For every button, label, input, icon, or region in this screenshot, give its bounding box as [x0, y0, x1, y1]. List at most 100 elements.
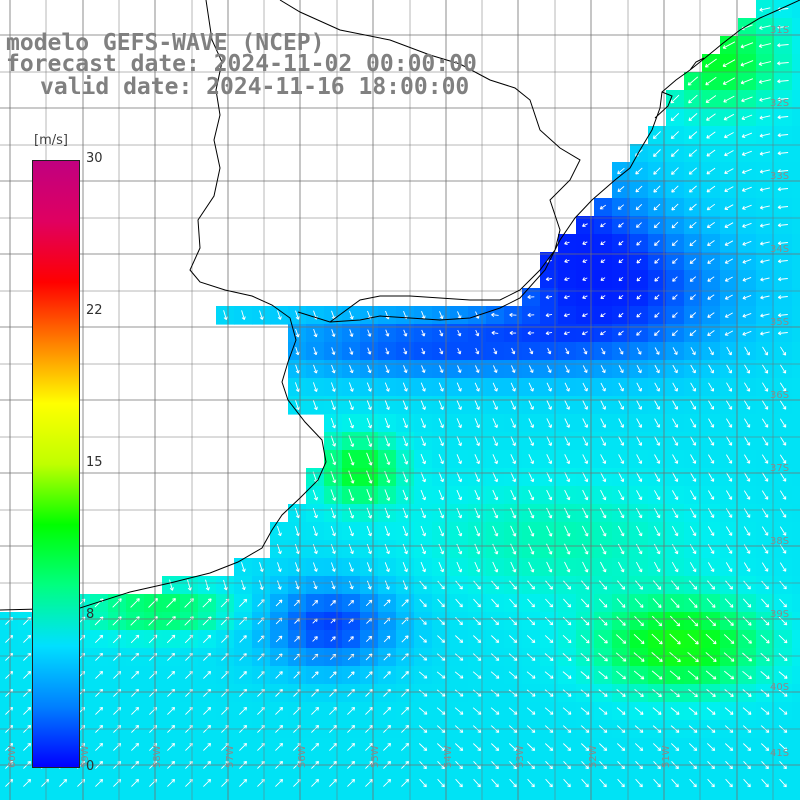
wind-arrow [616, 743, 626, 751]
wind-arrow [654, 276, 660, 282]
wind-cell [432, 792, 451, 800]
wind-arrow [759, 25, 771, 30]
wind-arrow [401, 742, 410, 751]
wind-arrow [617, 580, 626, 590]
wind-arrow [761, 454, 769, 464]
wind-arrow [564, 241, 570, 246]
wind-arrow [275, 599, 283, 607]
wind-arrow [705, 633, 717, 645]
wind-arrow [689, 562, 697, 573]
wind-arrow [294, 507, 300, 519]
wind-arrow [401, 671, 409, 679]
wind-arrow [330, 562, 336, 572]
wind-arrow [651, 652, 663, 663]
wind-arrow [777, 259, 788, 264]
wind-arrow [760, 313, 770, 318]
wind-arrow [670, 688, 680, 698]
wind-arrow [419, 580, 427, 590]
wind-arrow [598, 689, 608, 697]
wind-arrow [758, 79, 771, 84]
wind-arrow [582, 295, 588, 299]
wind-arrow [582, 561, 589, 573]
wind-arrow [528, 454, 535, 465]
wind-arrow [780, 346, 787, 356]
wind-arrow [348, 452, 355, 466]
wind-cell [792, 540, 800, 559]
model-title: modelo GEFS-WAVE (NCEP) [6, 30, 325, 56]
wind-arrow [367, 365, 372, 374]
wind-arrow [527, 580, 535, 590]
wind-arrow [723, 113, 735, 121]
wind-arrow [688, 131, 698, 139]
wind-arrow [669, 670, 681, 680]
wind-arrow [618, 258, 624, 264]
wind-arrow [618, 418, 625, 428]
wind-cell [792, 18, 800, 37]
wind-arrow [348, 382, 354, 392]
wind-cell [414, 792, 433, 800]
wind-arrow [762, 382, 769, 392]
wind-arrow [474, 472, 481, 483]
wind-arrow [777, 133, 789, 138]
wind-arrow [439, 311, 444, 320]
wind-arrow [777, 43, 789, 48]
wind-arrow [436, 743, 446, 751]
colorbar-unit: [m/s] [34, 133, 68, 148]
wind-cell [792, 126, 800, 145]
longitude-label: 59W [80, 745, 91, 768]
wind-arrow [402, 418, 408, 429]
wind-arrow [777, 223, 788, 228]
wind-arrow [777, 205, 789, 210]
wind-cell [792, 594, 800, 613]
wind-arrow [472, 743, 482, 751]
wind-arrow [618, 525, 625, 537]
wind-arrow [761, 580, 769, 590]
wind-arrow [545, 580, 553, 590]
wind-arrow [365, 635, 373, 643]
wind-arrow [600, 436, 607, 446]
wind-arrow [562, 616, 572, 626]
wind-arrow [582, 454, 589, 464]
wind-arrow [546, 365, 552, 373]
wind-arrow [348, 489, 355, 502]
wind-cell [792, 738, 800, 757]
wind-arrow [223, 579, 228, 591]
wind-arrow [616, 616, 626, 626]
wind-arrow [348, 562, 354, 572]
wind-arrow [94, 634, 104, 644]
wind-arrow [724, 312, 733, 318]
wind-arrow [241, 562, 246, 573]
wind-arrow [600, 259, 606, 263]
wind-arrow [672, 490, 679, 500]
wind-arrow [582, 400, 588, 410]
longitude-label: 52W [588, 745, 599, 768]
wind-arrow [275, 653, 283, 661]
wind-arrow [760, 743, 770, 751]
wind-arrow [366, 507, 373, 519]
wind-arrow [331, 329, 336, 338]
latitude-label: 33S [770, 171, 789, 182]
wind-arrow [706, 707, 716, 715]
wind-arrow [708, 472, 715, 482]
wind-arrow [472, 635, 482, 643]
wind-arrow [654, 525, 661, 537]
wind-arrow [760, 331, 770, 336]
wind-arrow [508, 635, 518, 644]
wind-arrow [366, 400, 372, 411]
wind-arrow [669, 615, 681, 627]
wind-arrow [778, 743, 788, 751]
wind-arrow [492, 418, 498, 428]
wind-arrow [653, 221, 661, 229]
wind-arrow [259, 580, 264, 590]
wind-arrow [706, 743, 716, 752]
wind-arrow [455, 580, 463, 590]
wind-arrow [454, 689, 464, 697]
wind-arrow [725, 778, 733, 788]
wind-arrow [636, 472, 643, 482]
wind-arrow [599, 330, 606, 336]
wind-cell [648, 792, 667, 800]
wind-arrow [544, 689, 554, 697]
wind-cell [288, 792, 307, 800]
wind-cell [792, 612, 800, 631]
wind-cell [792, 720, 800, 739]
